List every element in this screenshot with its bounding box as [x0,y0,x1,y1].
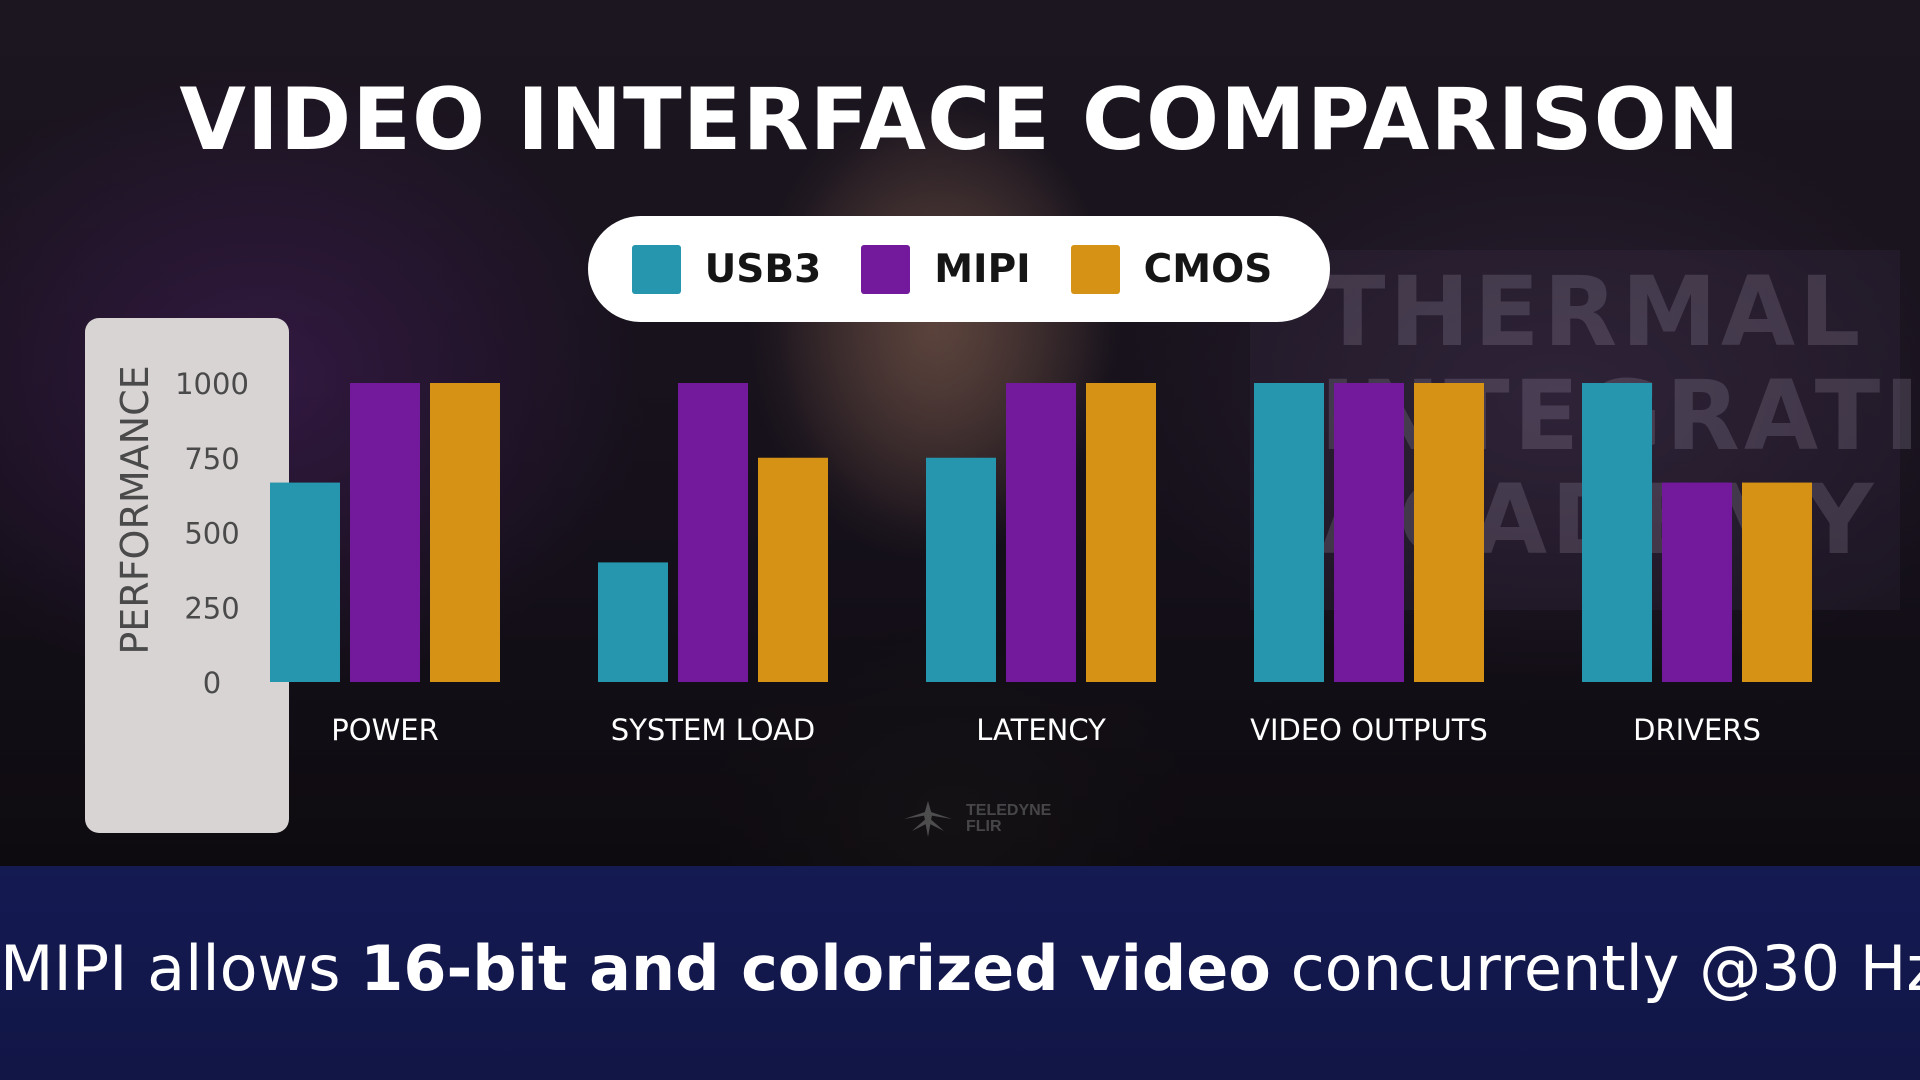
legend-label-usb3: USB3 [704,246,822,292]
teledyne-logo-icon [904,801,952,837]
caption-bold: 16-bit and colorized video [360,932,1271,1005]
legend-item-mipi: MIPI [861,244,1044,294]
legend-swatch-mipi [861,244,911,294]
bar-cmos-video-outputs [1414,383,1484,682]
x-axis-labels: POWER SYSTEM LOAD LATENCY VIDEO OUTPUTS DRIV… [331,713,1761,747]
legend-label-cmos: CMOS [1143,246,1273,292]
bar-chart: PERFORMANCE 0 250 500 750 1000 POWER SYSTEM L… [113,365,1812,747]
y-tick-label: 500 [184,517,239,551]
chart-legend: USB3 MIPI CMOS [588,216,1330,322]
caption-bar: MIPI allows 16-bit and colorized video c… [0,866,1920,1080]
y-tick-label: 750 [184,442,239,476]
bar-cmos-latency [1086,383,1156,682]
bar-cmos-system-load [758,457,828,682]
legend-item-cmos: CMOS [1070,244,1287,294]
watermark-text: TELEDYNE FLIR [966,802,1052,835]
x-tick-label: LATENCY [976,713,1106,747]
y-axis-panel [85,318,289,833]
bar-usb3-system-load [598,562,668,682]
x-tick-label: DRIVERS [1633,713,1761,747]
caption-prefix: MIPI allows [0,932,361,1005]
bar-mipi-power [350,383,420,682]
bar-usb3-latency [926,457,996,682]
x-tick-label: POWER [331,713,438,747]
legend-item-usb3: USB3 [631,244,836,294]
x-tick-label: SYSTEM LOAD [611,713,815,747]
legend-swatch-usb3 [631,244,681,294]
y-axis-label-group: PERFORMANCE [113,365,157,654]
legend-label-mipi: MIPI [934,246,1031,292]
caption-text: MIPI allows 16-bit and colorized video c… [0,932,1920,1005]
chart-title: VIDEO INTERFACE COMPARISON [179,70,1741,170]
y-tick-label: 250 [184,591,239,625]
bar-mipi-video-outputs [1334,383,1404,682]
y-axis-label: PERFORMANCE [113,365,157,654]
y-tick-label: 0 [203,666,221,700]
y-tick-label: 1000 [175,367,249,401]
bar-mipi-system-load [678,383,748,682]
bar-cmos-power [430,383,500,682]
brand-watermark: TELEDYNE FLIR [900,794,1056,844]
y-axis-ticks: 0 250 500 750 1000 [175,367,249,700]
bar-usb3-video-outputs [1254,383,1324,682]
bar-usb3-drivers [1582,383,1652,682]
bars [270,383,1812,682]
bar-mipi-latency [1006,383,1076,682]
bar-usb3-power [270,482,340,682]
bar-cmos-drivers [1742,482,1812,682]
x-tick-label: VIDEO OUTPUTS [1250,713,1488,747]
caption-suffix: concurrently @30 Hz [1270,932,1920,1005]
legend-swatch-cmos [1070,244,1120,294]
bar-mipi-drivers [1662,482,1732,682]
